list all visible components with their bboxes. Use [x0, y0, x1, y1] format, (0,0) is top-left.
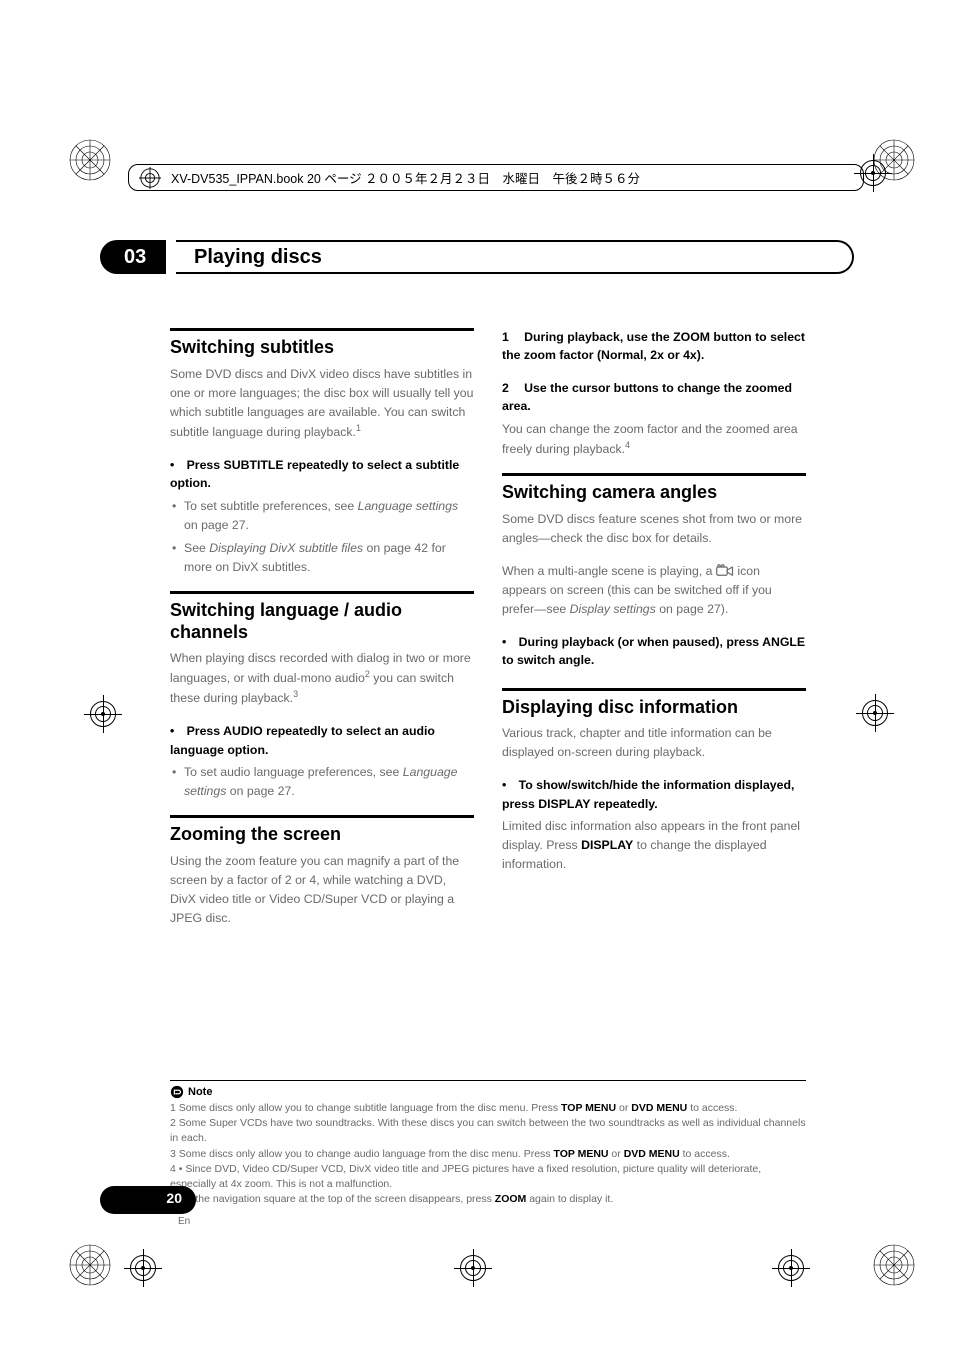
- page-language: En: [178, 1216, 190, 1227]
- registration-mark: [862, 700, 888, 726]
- note-text: 1 Some discs only allow you to change su…: [170, 1101, 806, 1208]
- book-ring-icon: [139, 167, 161, 189]
- discinfo-step: • To show/switch/hide the information di…: [502, 776, 806, 813]
- section-angles-body2: When a multi-angle scene is playing, a i…: [502, 562, 806, 619]
- section-zoom-body: Using the zoom feature you can magnify a…: [170, 852, 474, 928]
- section-discinfo-body1: Various track, chapter and title informa…: [502, 724, 806, 762]
- corner-ornament: [68, 1243, 112, 1287]
- section-angles-body1: Some DVD discs feature scenes shot from …: [502, 510, 806, 548]
- book-header: XV-DV535_IPPAN.book 20 ページ ２００５年２月２３日 水曜…: [128, 164, 864, 191]
- footnote-rule: [170, 1080, 806, 1081]
- registration-mark: [778, 1255, 804, 1281]
- corner-ornament: [872, 1243, 916, 1287]
- section-subtitles-body: Some DVD discs and DivX video discs have…: [170, 365, 474, 442]
- corner-ornament: [68, 138, 112, 182]
- section-zoom-title: Zooming the screen: [170, 815, 474, 846]
- audio-bullets: To set audio language preferences, see L…: [170, 763, 474, 801]
- right-column: 1 During playback, use the ZOOM button t…: [502, 328, 806, 942]
- camera-angle-icon: [716, 564, 734, 578]
- zoom-step-2: 2 Use the cursor buttons to change the z…: [502, 379, 806, 416]
- registration-mark: [460, 1255, 486, 1281]
- left-column: Switching subtitles Some DVD discs and D…: [170, 328, 474, 942]
- chapter-title-frame: Playing discs: [176, 240, 854, 274]
- book-header-text: XV-DV535_IPPAN.book 20 ページ ２００５年２月２３日 水曜…: [171, 172, 640, 186]
- chapter-title: Playing discs: [194, 246, 322, 269]
- angles-step: • During playback (or when paused), pres…: [502, 633, 806, 670]
- page-number: 20: [166, 1190, 182, 1206]
- note-icon: [170, 1085, 184, 1099]
- list-item: To set audio language preferences, see L…: [184, 763, 474, 801]
- section-audio-title: Switching language / audio channels: [170, 591, 474, 643]
- subtitles-step: • Press SUBTITLE repeatedly to select a …: [170, 456, 474, 493]
- section-discinfo-title: Displaying disc information: [502, 688, 806, 719]
- zoom-step-2-body: You can change the zoom factor and the z…: [502, 420, 806, 459]
- section-subtitles-title: Switching subtitles: [170, 328, 474, 359]
- registration-mark: [130, 1255, 156, 1281]
- page-tab: 20: [100, 1186, 196, 1214]
- registration-mark: [90, 701, 116, 727]
- section-angles-title: Switching camera angles: [502, 473, 806, 504]
- zoom-step-1: 1 During playback, use the ZOOM button t…: [502, 328, 806, 365]
- subtitles-bullets: To set subtitle preferences, see Languag…: [170, 497, 474, 577]
- list-item: See Displaying DivX subtitle files on pa…: [184, 539, 474, 577]
- note-heading: Note: [170, 1085, 806, 1099]
- audio-step: • Press AUDIO repeatedly to select an au…: [170, 722, 474, 759]
- content-area: Switching subtitles Some DVD discs and D…: [170, 328, 806, 942]
- chapter-header: 03 Playing discs: [100, 240, 854, 274]
- footnotes: Note 1 Some discs only allow you to chan…: [170, 1080, 806, 1208]
- section-audio-body: When playing discs recorded with dialog …: [170, 649, 474, 708]
- list-item: To set subtitle preferences, see Languag…: [184, 497, 474, 535]
- section-discinfo-body2: Limited disc information also appears in…: [502, 817, 806, 874]
- chapter-number: 03: [100, 240, 166, 274]
